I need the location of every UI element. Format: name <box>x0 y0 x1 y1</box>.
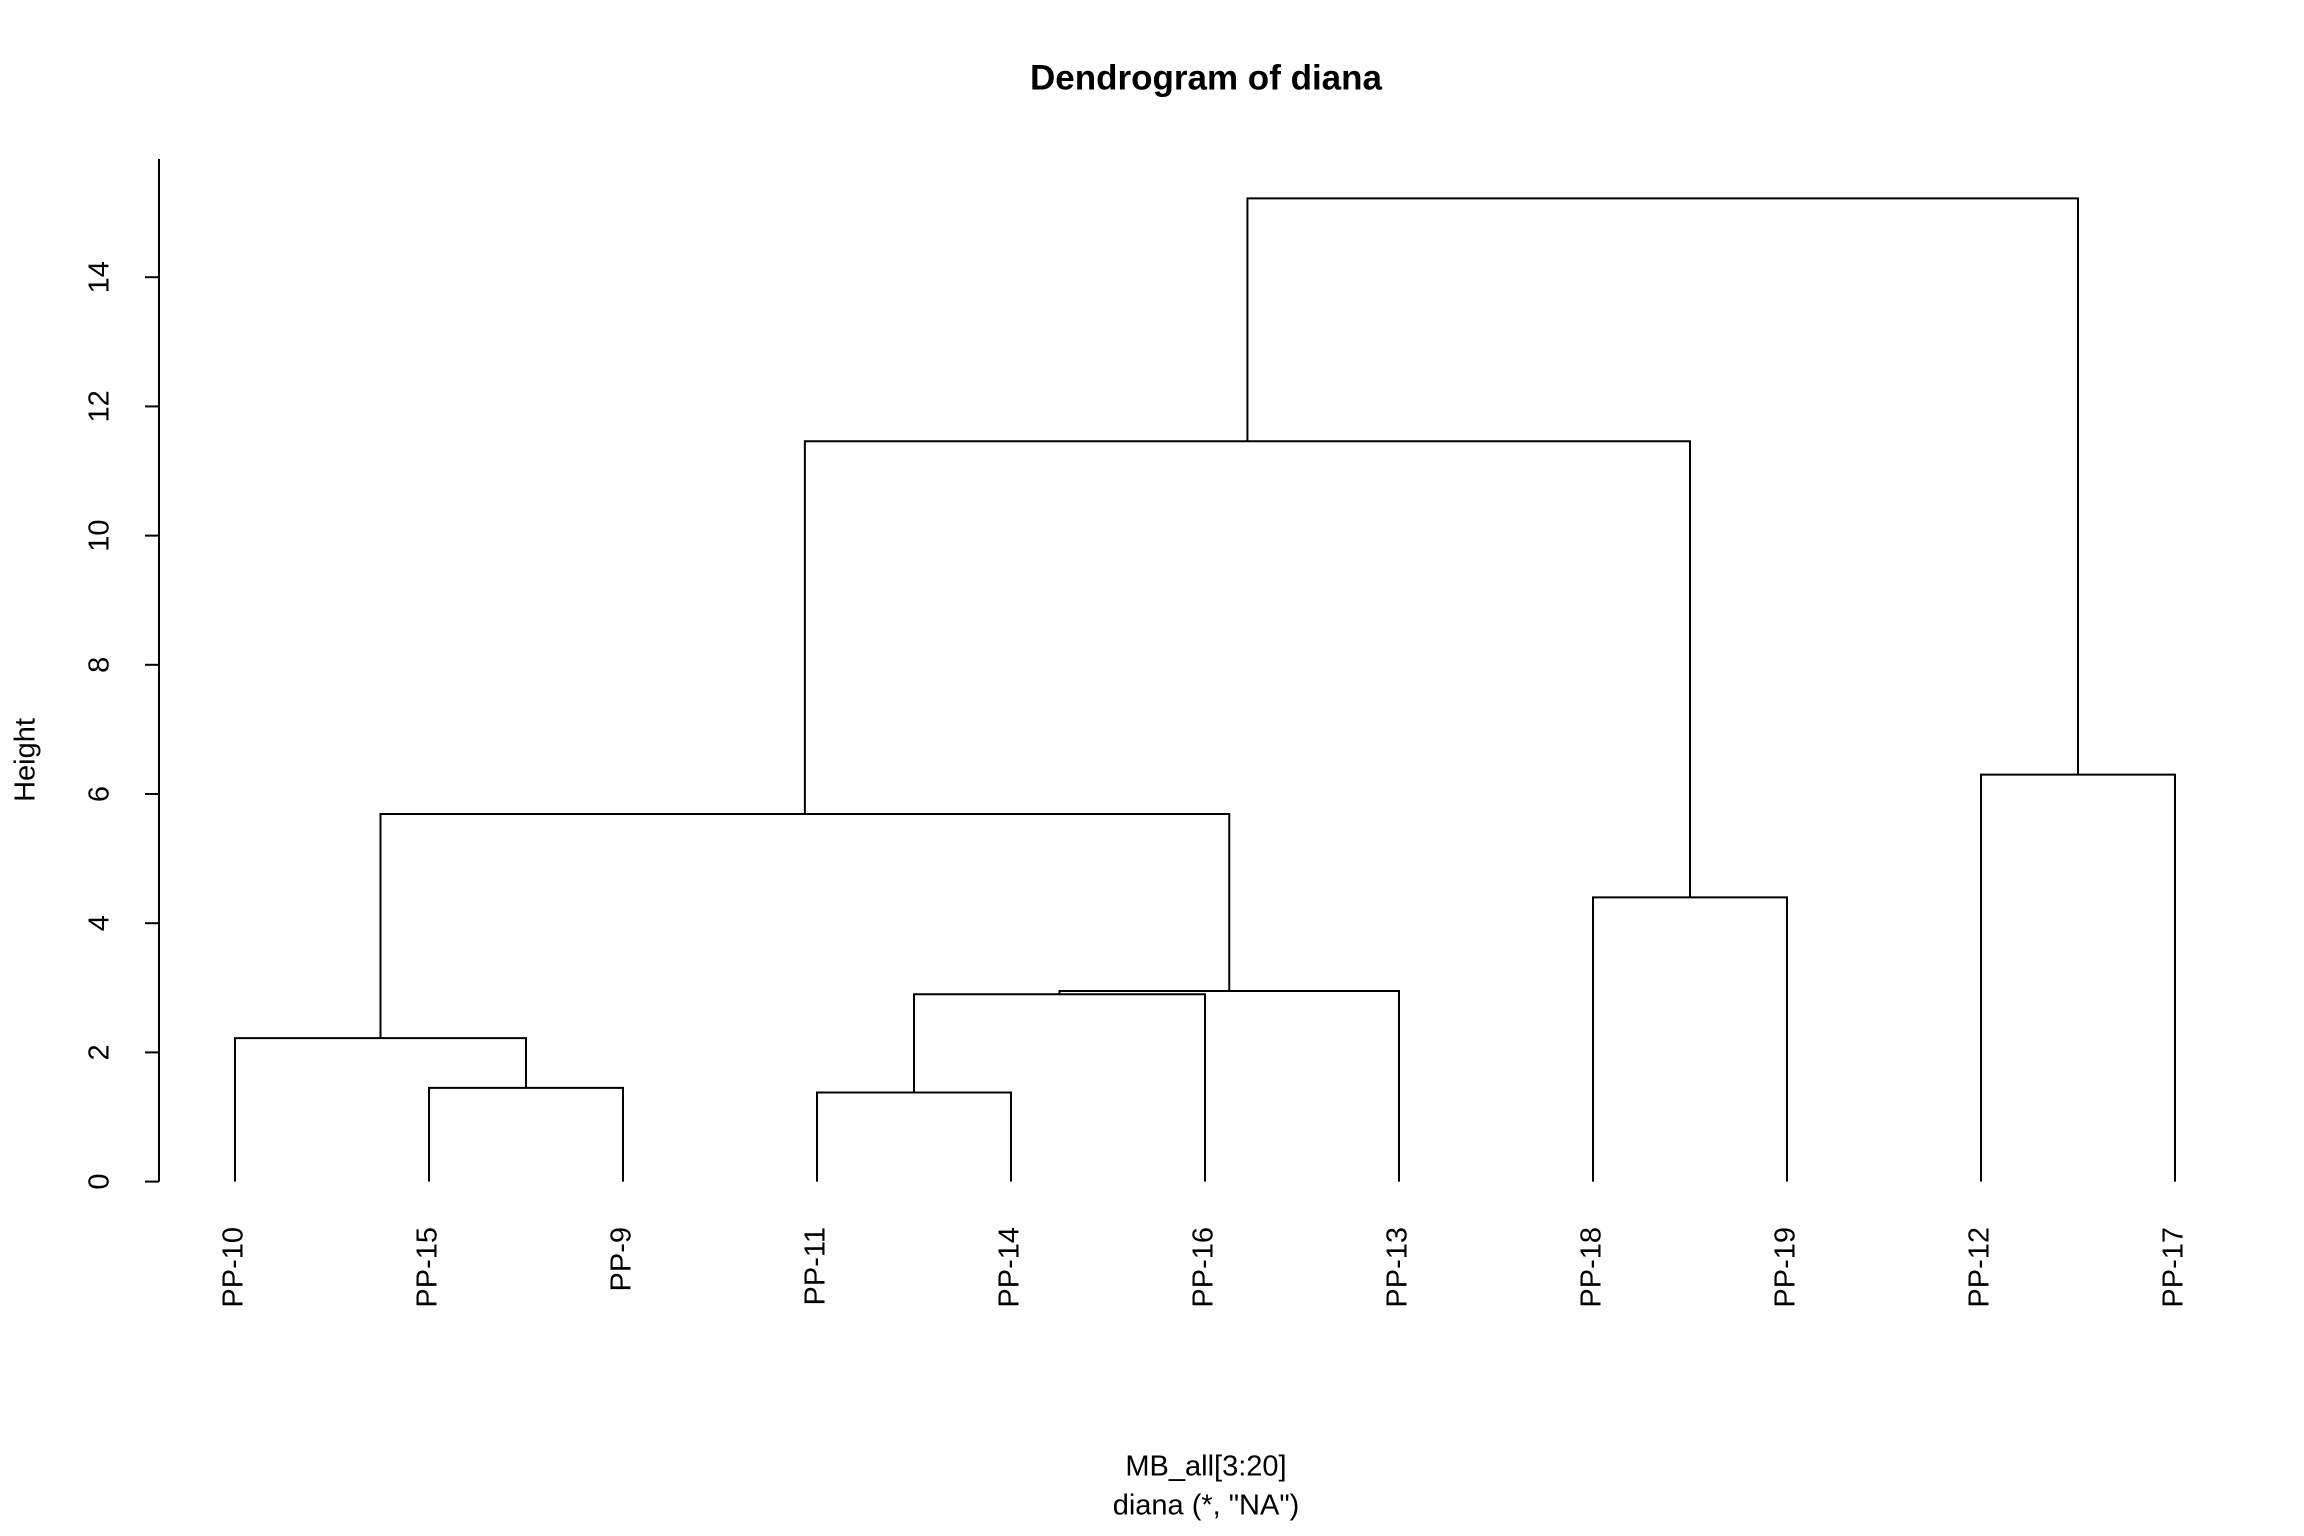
merge-link <box>913 993 1206 1182</box>
merge-link <box>234 1037 527 1182</box>
leaf-label: PP-17 <box>2158 1227 2190 1308</box>
y-tick-label: 12 <box>84 390 116 422</box>
chart-title: Dendrogram of diana <box>1030 58 1383 97</box>
leaf-label: PP-19 <box>1770 1227 1802 1308</box>
x-axis-label: MB_all[3:20] <box>1125 1451 1286 1483</box>
leaf-label: PP-13 <box>1382 1227 1414 1308</box>
y-tick-label: 0 <box>84 1174 116 1190</box>
y-axis-label: Height <box>10 718 42 802</box>
merge-link <box>1980 773 2176 1182</box>
leaf-label: PP-11 <box>800 1227 832 1305</box>
y-tick-label: 4 <box>84 915 116 931</box>
y-tick-label: 10 <box>84 519 116 551</box>
leaf-label: PP-18 <box>1576 1227 1608 1308</box>
y-tick-label: 6 <box>84 786 116 802</box>
leaf-label: PP-9 <box>606 1227 638 1291</box>
y-tick-label: 14 <box>84 261 116 293</box>
leaf-label: PP-12 <box>1964 1227 1996 1308</box>
merge-link <box>816 1091 1012 1182</box>
merge-link <box>379 813 1231 1039</box>
leaf-label: PP-16 <box>1188 1227 1220 1308</box>
subtitle: diana (*, "NA") <box>1113 1490 1300 1522</box>
merge-link <box>803 440 1691 898</box>
merge-link <box>1246 197 2079 775</box>
merge-link <box>1058 990 1400 1182</box>
y-tick-label: 8 <box>84 657 116 673</box>
merge-link <box>1592 896 1788 1182</box>
y-tick-label: 2 <box>84 1044 116 1060</box>
merge-link <box>428 1086 624 1182</box>
leaf-label: PP-15 <box>412 1227 444 1308</box>
leaf-label: PP-10 <box>218 1227 250 1308</box>
leaf-label: PP-14 <box>994 1227 1026 1308</box>
